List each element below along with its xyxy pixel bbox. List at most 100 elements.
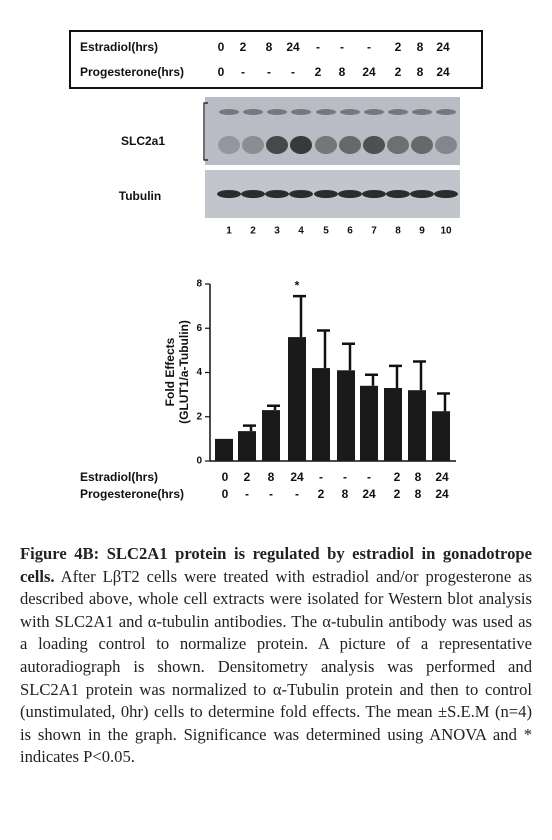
row-value: - [241, 65, 245, 79]
x-tick-label: 2 [394, 487, 401, 501]
band [386, 190, 410, 198]
lane-number: 2 [250, 226, 256, 237]
row-value: - [367, 40, 371, 54]
caption: Figure 4B: SLC2A1 protein is regulated b… [20, 543, 532, 769]
x-tick-label: 24 [362, 487, 376, 501]
error-bar [413, 360, 426, 391]
band [241, 190, 265, 198]
band [338, 190, 362, 198]
x-tick-label: 8 [415, 470, 422, 484]
row-value: 24 [436, 40, 450, 54]
band [267, 109, 287, 115]
row-value: 0 [218, 40, 225, 54]
lane-number: 9 [419, 226, 425, 237]
row-value: 2 [315, 65, 322, 79]
error-bar [243, 424, 256, 432]
row-value: 24 [286, 40, 300, 54]
figure: SLC2a1 Tubulin Estradiol(hrs) 0 2 8 24- - -2 8 2… [69, 30, 483, 501]
band [243, 109, 263, 115]
annotation: * [295, 278, 300, 292]
lane-number: 8 [395, 226, 401, 237]
caption-title: Figure 4B: SLC2A1 protein is regulated b… [20, 544, 532, 586]
y-axis-label: Fold Effects [163, 337, 177, 406]
band [410, 190, 434, 198]
band [435, 136, 457, 154]
lane-number: 7 [371, 226, 377, 237]
row-value: 8 [417, 65, 424, 79]
y-tick-label: 4 [196, 367, 202, 378]
error-bar [267, 404, 280, 411]
row-value: 0 [218, 65, 225, 79]
lane-number: 6 [347, 226, 353, 237]
lane-number: 3 [274, 226, 280, 237]
x-tick-label: 2 [394, 470, 401, 484]
bar [288, 337, 306, 461]
band [316, 109, 336, 115]
error-bar [437, 392, 450, 412]
row-value: - [340, 40, 344, 54]
bar [384, 387, 402, 461]
row-value: 2 [240, 40, 247, 54]
lane-number: 4 [298, 226, 304, 237]
row-value: 8 [266, 40, 273, 54]
bar [262, 410, 280, 461]
x-tick-label: 8 [415, 487, 422, 501]
bar [432, 411, 450, 461]
band [289, 190, 313, 198]
band [387, 136, 409, 154]
blot-slc2a1 [205, 97, 460, 165]
y-tick-label: 6 [196, 323, 202, 334]
x-tick-label: 0 [222, 470, 229, 484]
band [436, 109, 456, 115]
band [339, 136, 361, 154]
y-tick-label: 0 [196, 456, 202, 467]
error-bar [389, 364, 402, 388]
x-tick-label: - [343, 470, 347, 484]
bar [312, 368, 330, 461]
row-value: 8 [339, 65, 346, 79]
bar [408, 390, 426, 461]
lane-number: 1 [226, 226, 232, 237]
lane-number: 10 [440, 226, 452, 237]
band-bracket [203, 102, 208, 161]
row-value: - [291, 65, 295, 79]
band [242, 136, 264, 154]
error-bar [342, 342, 355, 371]
caption-body: After LβT2 cells were treated with estra… [20, 566, 533, 767]
y-tick-label: 2 [196, 411, 202, 422]
row-value: - [267, 65, 271, 79]
band [315, 136, 337, 154]
band [364, 109, 384, 115]
row-value: - [316, 40, 320, 54]
bar [360, 385, 378, 461]
band [265, 190, 289, 198]
x-tick-label: - [295, 487, 299, 501]
x-row-label: Progesterone(hrs) [80, 487, 184, 501]
x-tick-label: 2 [244, 470, 251, 484]
x-tick-label: 8 [268, 470, 275, 484]
row-value: 2 [395, 65, 402, 79]
error-bar [317, 329, 330, 369]
x-tick-label: 24 [435, 487, 449, 501]
bands [217, 109, 458, 198]
treatment-box [69, 30, 483, 89]
row-value: 2 [395, 40, 402, 54]
band [412, 109, 432, 115]
band [219, 109, 239, 115]
x-tick-label: - [319, 470, 323, 484]
x-tick-label: 0 [222, 487, 229, 501]
row-value: 8 [417, 40, 424, 54]
y-axis-label: (GLUT1/a-Tubulin) [177, 320, 191, 424]
band [362, 190, 386, 198]
lane-number: 5 [323, 226, 329, 237]
x-tick-label: 24 [290, 470, 304, 484]
band [340, 109, 360, 115]
band [217, 190, 241, 198]
bar [215, 438, 233, 461]
band [411, 136, 433, 154]
bar [238, 431, 256, 461]
y-tick-label: 8 [196, 279, 202, 290]
error-bar [293, 294, 306, 338]
band [218, 136, 240, 154]
